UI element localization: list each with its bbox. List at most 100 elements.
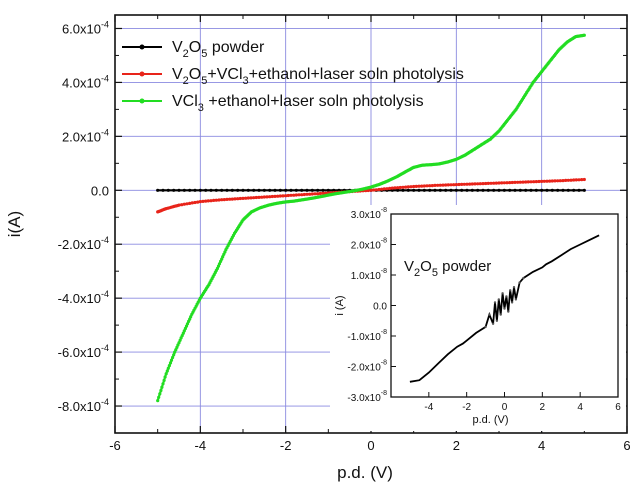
series-point — [502, 188, 506, 192]
inset-plot: -4 -2 0 2 4 6 3.0x10-8 2.0x10-8 1.0x10-8 0.0 -1.0x… — [330, 205, 626, 431]
series-point — [188, 201, 192, 205]
series-point — [534, 188, 538, 192]
series-point — [396, 186, 400, 190]
series-point — [241, 188, 245, 192]
series-point — [553, 179, 557, 183]
series-point — [412, 188, 416, 192]
legend-entry: VCl3 +ethanol+laser soln photolysis — [172, 93, 424, 114]
series-point — [372, 188, 376, 192]
series-point — [398, 185, 402, 190]
series-point — [185, 202, 189, 206]
series-point — [449, 188, 453, 192]
series-point — [206, 199, 210, 203]
series-point — [550, 188, 554, 192]
series-point — [537, 179, 541, 184]
series-point — [222, 198, 226, 202]
inset-annotation: V2O5 powder — [404, 258, 491, 279]
inset-series-point — [512, 286, 516, 289]
series-point — [556, 188, 560, 192]
series-point — [159, 388, 163, 393]
series-point — [316, 192, 320, 196]
series-point — [385, 187, 389, 191]
series-point — [225, 197, 229, 201]
inset-series-point — [507, 310, 510, 313]
series-point — [545, 179, 549, 183]
series-point — [238, 196, 242, 201]
series-point — [460, 182, 464, 186]
series-point — [417, 188, 421, 192]
series-point — [433, 183, 437, 187]
series-point — [310, 188, 314, 192]
series-point — [502, 181, 506, 185]
inset-y-tick-label: 3.0x10-8 — [351, 207, 387, 221]
series-point — [300, 188, 304, 192]
series-point — [521, 180, 525, 184]
series-point — [377, 187, 381, 192]
series-point — [414, 184, 418, 188]
inset-series-point — [501, 292, 504, 295]
series-point — [215, 266, 219, 271]
series-point — [390, 188, 394, 192]
series-point — [198, 200, 202, 204]
series-point — [476, 182, 480, 186]
series-point — [257, 188, 261, 192]
series-point — [492, 181, 496, 185]
series-point — [209, 199, 213, 203]
series-point — [292, 193, 296, 197]
series-point — [214, 188, 218, 192]
y-tick-label: 4.0x10-4 — [62, 73, 109, 90]
series-point — [233, 197, 237, 201]
x-tick-label: 4 — [538, 438, 545, 453]
inset-series-point — [503, 307, 506, 310]
series-point — [310, 192, 314, 196]
series-point — [221, 255, 225, 259]
series-point — [417, 184, 421, 188]
inset-y-tick-label: -2.0x10-8 — [347, 360, 387, 374]
series-point — [388, 186, 392, 190]
series-point — [163, 375, 167, 379]
series-point — [297, 193, 301, 197]
series-point — [252, 196, 256, 200]
series-point — [190, 201, 194, 205]
x-tick-labels: -6 -4 -2 0 2 4 6 — [109, 438, 630, 453]
x-axis-label: p.d. (V) — [337, 463, 393, 482]
series-point — [561, 188, 565, 192]
series-point — [582, 177, 586, 182]
series-point — [556, 179, 560, 183]
series-point — [204, 199, 208, 203]
series-point — [508, 181, 512, 185]
series-point — [577, 178, 581, 182]
series-point — [332, 188, 336, 192]
series-point — [156, 399, 160, 403]
series-point — [173, 350, 177, 354]
inset-series-point — [493, 301, 497, 304]
legend: V2O5 powder V2O5+VCl3+ethanol+laser soln … — [122, 39, 464, 114]
series-point — [422, 188, 426, 192]
series-point — [180, 203, 184, 207]
series-point — [470, 188, 474, 192]
series-point — [438, 188, 442, 192]
series — [156, 33, 586, 403]
series-point — [524, 188, 528, 192]
series-point — [246, 196, 250, 200]
series-point — [214, 198, 218, 202]
series-point — [497, 188, 501, 192]
inset-y-tick-label: 0.0 — [373, 302, 387, 313]
series-point — [380, 187, 384, 191]
series-point — [420, 184, 424, 188]
series-point — [249, 196, 253, 200]
series-point — [582, 33, 586, 37]
series-point — [223, 250, 227, 254]
inset-y-tick-label: 1.0x10-8 — [351, 268, 387, 282]
series-point — [196, 200, 200, 204]
series-point — [465, 182, 469, 186]
series-point — [230, 197, 234, 201]
series-point — [428, 184, 432, 188]
series-point — [193, 188, 197, 192]
inset-series-point — [495, 319, 499, 322]
series-point — [566, 178, 570, 182]
series-point — [246, 188, 250, 192]
series-point — [452, 183, 456, 187]
series-point — [156, 188, 160, 192]
series-point — [289, 193, 293, 197]
